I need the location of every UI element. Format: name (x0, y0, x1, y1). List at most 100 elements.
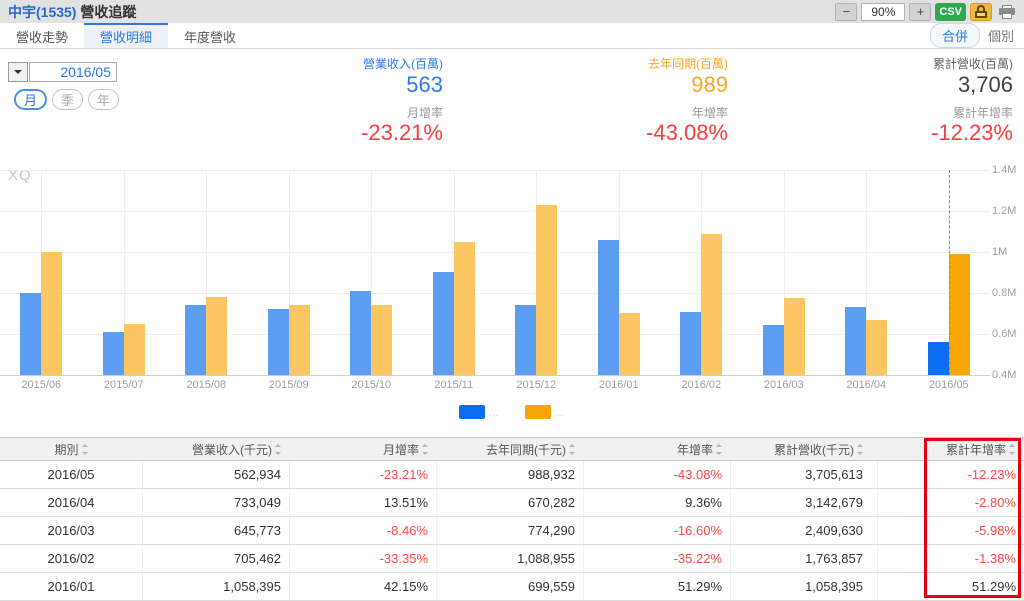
table-cell: 645,773 (143, 517, 290, 544)
sort-icon (422, 443, 429, 455)
bar-revenue[interactable] (20, 293, 42, 375)
table-cell: 13.51% (290, 489, 437, 516)
bar-last-year[interactable] (866, 320, 888, 375)
column-header-2[interactable]: 營業收入(千元) (143, 441, 290, 458)
stat-value: 563 (406, 72, 443, 97)
csv-export-button[interactable]: CSV (935, 2, 966, 21)
column-header-5[interactable]: 年增率 (584, 441, 731, 458)
sort-icon (569, 443, 576, 455)
bar-last-year[interactable] (536, 205, 558, 375)
bar-last-year[interactable] (206, 297, 228, 375)
x-axis-label: 2015/12 (516, 379, 557, 391)
x-axis-label: 2015/08 (186, 379, 227, 391)
x-axis-label: 2015/07 (103, 379, 144, 391)
page-title: 中宇(1535) 營收追蹤 (8, 2, 136, 22)
frequency-pill-3[interactable]: 年 (88, 89, 120, 110)
table-row: 2016/01 1,058,395 42.15% 699,559 51.29% 1,058… (0, 573, 1024, 601)
table-cell: 562,934 (143, 461, 290, 488)
x-axis-label: 2015/06 (21, 379, 62, 391)
stat-value: 3,706 (957, 72, 1013, 97)
bar-revenue[interactable] (680, 312, 702, 375)
bar-revenue[interactable] (102, 332, 124, 375)
top-bar: 中宇(1535) 營收追蹤 − 90% + CSV (0, 0, 1024, 23)
x-axis-label: 2015/09 (268, 379, 309, 391)
stat-sub-label: 累計年增率 (952, 106, 1013, 120)
table-cell: -2.80% (974, 495, 1016, 510)
bar-revenue[interactable] (267, 309, 289, 375)
bar-revenue[interactable] (515, 305, 537, 375)
frequency-pill-2[interactable]: 季 (52, 89, 84, 110)
tab-3[interactable]: 年度營收 (184, 30, 237, 45)
chart-legend: ...... (0, 405, 1024, 419)
bar-last-year[interactable] (948, 254, 970, 375)
gridline (0, 211, 990, 212)
column-header-7[interactable]: 累計年增率 (878, 441, 1024, 458)
column-header-3[interactable]: 月增率 (290, 441, 437, 458)
bar-revenue[interactable] (185, 305, 207, 375)
frequency-pill-1[interactable]: 月 (14, 89, 48, 110)
y-axis-labels: 1.4M 1.2M 1M 0.8M 0.6M 0.4M (992, 155, 1024, 390)
dropdown-arrow-icon (14, 70, 22, 78)
column-header-4[interactable]: 去年同期(千元) (437, 441, 584, 458)
bar-last-year[interactable] (618, 313, 640, 375)
individual-view-button[interactable]: 個別 (987, 29, 1014, 44)
x-axis-label: 2016/01 (598, 379, 639, 391)
y-tick-label: 1.2M (992, 205, 1017, 217)
print-button[interactable] (996, 3, 1018, 21)
revenue-bar-chart: XQ 1.4M 1.2M 1M 0.8M 0.6M 0.4M 2015/06 2015/07… (0, 155, 1024, 437)
column-header-1[interactable]: 期別 (0, 441, 143, 458)
table-cell: 9.36% (584, 489, 731, 516)
x-axis-label: 2015/10 (351, 379, 392, 391)
stat-sub-value: -23.21% (361, 120, 443, 145)
page-title-label: 營收追蹤 (80, 3, 137, 20)
table-row: 2016/02 705,462 -33.35% 1,088,955 -35.22% 1,7… (0, 545, 1024, 573)
table-cell: 1,763,857 (731, 545, 878, 572)
watermark: XQ (8, 167, 32, 184)
stat-label: 累計營收(百萬) (933, 57, 1013, 71)
stock-name: 中宇(1535) (8, 3, 77, 20)
chart-month-group (413, 170, 496, 375)
bar-last-year[interactable] (123, 324, 145, 375)
table-cell: 1,088,955 (437, 545, 584, 572)
table-cell: 1,058,395 (731, 573, 878, 600)
zoom-out-button[interactable]: − (835, 2, 858, 21)
legend-swatch (525, 405, 551, 419)
column-header-6[interactable]: 累計營收(千元) (731, 441, 878, 458)
gridline (0, 375, 990, 376)
merged-view-button[interactable]: 合併 (929, 23, 980, 48)
bar-last-year[interactable] (371, 305, 393, 375)
bar-last-year[interactable] (288, 305, 310, 375)
tab-1[interactable]: 營收走勢 (16, 30, 69, 45)
bar-revenue[interactable] (927, 342, 949, 375)
y-tick-label: 1.4M (992, 164, 1017, 176)
table-cell: -35.22% (584, 545, 731, 572)
bar-last-year[interactable] (453, 242, 475, 375)
zoom-level-field[interactable]: 90% (861, 2, 906, 21)
chart-month-group (330, 170, 413, 375)
bar-revenue[interactable] (432, 272, 454, 375)
table-cell: 774,290 (437, 517, 584, 544)
bar-revenue[interactable] (845, 307, 867, 375)
stat-sub-value: -43.08% (646, 120, 728, 145)
column-header-label: 年增率 (676, 442, 713, 457)
period-input[interactable] (29, 62, 117, 82)
column-header-label: 累計年增率 (945, 442, 1006, 457)
table-cell: 3,142,679 (731, 489, 878, 516)
tab-2[interactable]: 營收明細 (84, 23, 169, 48)
table-cell: 699,559 (437, 573, 584, 600)
stat-value: 989 (691, 72, 728, 97)
stat-sub-label: 月增率 (406, 106, 443, 120)
lock-button[interactable] (970, 2, 992, 21)
bar-revenue[interactable] (762, 325, 784, 375)
bar-last-year[interactable] (783, 298, 805, 375)
bar-revenue[interactable] (597, 240, 619, 375)
chart-month-group (0, 170, 83, 375)
bar-last-year[interactable] (701, 234, 723, 375)
zoom-in-button[interactable]: + (909, 2, 932, 21)
stat-label: 營業收入(百萬) (363, 57, 443, 71)
bar-last-year[interactable] (41, 252, 63, 375)
bar-revenue[interactable] (350, 291, 372, 375)
period-dropdown-button[interactable] (8, 62, 28, 82)
stat-label: 去年同期(百萬) (648, 57, 728, 71)
x-axis-label: 2016/03 (763, 379, 804, 391)
